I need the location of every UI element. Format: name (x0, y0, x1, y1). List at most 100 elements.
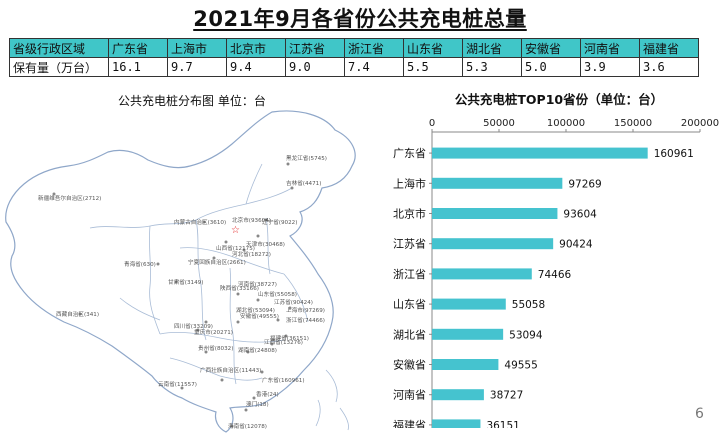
data-label: 49555 (504, 360, 537, 372)
map-label: 重庆市(20271) (194, 328, 233, 336)
bar (432, 298, 506, 310)
map-label: 甘肃省(3149) (168, 278, 203, 286)
y-category-label: 山东省 (393, 298, 426, 311)
page-number: 6 (695, 406, 704, 422)
header-cell: 河南省 (580, 38, 640, 58)
data-label: 93604 (563, 209, 597, 221)
y-category-label: 河南省 (393, 389, 426, 402)
y-category-label: 浙江省 (393, 268, 426, 281)
bar (432, 359, 499, 370)
y-category-label: 湖北省 (393, 328, 426, 341)
value-cell: 16.1 (108, 57, 168, 77)
map-label: 安徽省(49555) (240, 312, 279, 320)
map-label: 贵州省(8032) (198, 344, 233, 352)
data-label: 53094 (509, 329, 543, 341)
y-category-label: 上海市 (393, 176, 426, 190)
chart-title: 公共充电桩TOP10省份（单位：台） (455, 92, 663, 107)
map-label: 吉林省(4471) (286, 179, 321, 187)
data-label: 97269 (568, 178, 601, 190)
top10-bar-chart: 公共充电桩TOP10省份（单位：台） 0 50000 100000 150000 200… (393, 92, 719, 428)
bar (432, 389, 484, 401)
data-label: 38727 (490, 390, 523, 402)
value-cell: 5.3 (462, 57, 522, 77)
map-label: 云南省(11557) (158, 380, 197, 388)
map-label: 黑龙江省(5745) (286, 154, 327, 162)
map-label: 广东省(160961) (262, 376, 305, 384)
map-label: 河北省(18272) (232, 250, 271, 258)
value-cell: 3.9 (580, 57, 640, 77)
map-label: 陕西省(33166) (220, 284, 259, 292)
header-cell: 江苏省 (285, 38, 345, 58)
china-map: ☆ 黑龙江省(5745) 吉林省(4471) 新疆维吾尔自治区(2712) 内蒙古自治… (5, 110, 356, 433)
y-category-label: 江苏省 (393, 238, 426, 251)
map-label: 四川省(33209) (174, 322, 213, 330)
bar (432, 177, 563, 189)
value-cell: 9.7 (167, 57, 227, 77)
x-tick-label: 150000 (614, 118, 652, 129)
bar (432, 208, 558, 219)
x-tick-label: 200000 (681, 118, 719, 129)
map-label: 湖北省(53094) (236, 306, 275, 314)
bar (432, 328, 504, 340)
x-tick-label: 50000 (483, 118, 515, 129)
data-label: 36151 (486, 420, 519, 428)
header-cell: 福建省 (639, 38, 699, 58)
x-tick-label: 0 (429, 118, 435, 129)
map-label: 内蒙古自治区(3610) (174, 218, 226, 226)
map-label: 福建省(36151) (270, 334, 309, 342)
bar (432, 147, 648, 159)
map-label: 北京市(93604) (232, 216, 271, 224)
map-label: 河南省(38727) (238, 280, 277, 288)
data-label: 90424 (559, 239, 593, 251)
map-title: 公共充电桩分布图 单位：台 (118, 94, 266, 108)
data-label: 55058 (512, 299, 545, 311)
map-label: 宁夏回族自治区(2661) (188, 258, 246, 266)
header-cell: 浙江省 (344, 38, 404, 58)
header-cell: 广东省 (108, 38, 168, 58)
y-category-label: 福建省 (393, 418, 426, 428)
map-label: 广西壮族自治区(11443) (200, 366, 261, 374)
map-label: 澳门(18) (246, 400, 269, 408)
x-tick-label: 100000 (547, 118, 585, 129)
y-category-label: 广东省 (393, 147, 426, 160)
value-cell: 9.0 (285, 57, 345, 77)
map-label: 江苏省(90424) (274, 298, 313, 306)
map-label: 浙江省(74466) (286, 316, 325, 324)
value-cell: 5.0 (521, 57, 581, 77)
bar (432, 419, 481, 428)
header-cell: 湖北省 (462, 38, 522, 58)
map-label: 上海市(97269) (286, 306, 325, 314)
page-title: 2021年9月各省份公共充电桩总量 (193, 7, 527, 31)
header-cell: 山东省 (403, 38, 463, 58)
value-cell: 3.6 (639, 57, 699, 77)
map-label: 山东省(55058) (258, 290, 297, 298)
data-label: 74466 (538, 269, 572, 281)
summary-header-row: 省级行政区域 广东省 上海市 北京市 江苏省 浙江省 山东省 湖北省 安徽省 河… (9, 38, 699, 58)
map-label: 辽宁省(9022) (262, 218, 297, 226)
map-label: 新疆维吾尔自治区(2712) (38, 194, 101, 202)
value-cell: 7.4 (344, 57, 404, 77)
y-category-label: 安徽省 (393, 358, 426, 372)
header-cell: 省级行政区域 (9, 38, 109, 58)
map-outline (5, 110, 356, 433)
map-label: 西藏自治区(341) (56, 310, 99, 318)
header-cell: 上海市 (167, 38, 227, 58)
data-label: 160961 (654, 148, 694, 160)
map-label-group: 黑龙江省(5745) 吉林省(4471) 新疆维吾尔自治区(2712) 内蒙古自治区(… (38, 154, 327, 430)
summary-value-row: 保有量（万台） 16.1 9.7 9.4 9.0 7.4 5.5 5.3 5.0… (9, 57, 699, 77)
beijing-star-icon: ☆ (231, 225, 240, 236)
bar (432, 268, 532, 280)
value-cell: 9.4 (226, 57, 286, 77)
map-label: 青海省(630) (124, 260, 156, 268)
province-borders (89, 163, 309, 385)
y-category-label: 北京市 (393, 207, 426, 221)
map-label: 山西省(12175) (216, 244, 255, 252)
chart-marks: 广东省 160961 上海市 97269 北京市 93604 江苏省 90424 浙江省 7446… (393, 147, 694, 428)
value-cell: 5.5 (403, 57, 463, 77)
map-label: 海南省(12078) (228, 422, 267, 430)
header-cell: 北京市 (226, 38, 286, 58)
header-cell: 安徽省 (521, 38, 581, 58)
map-label: 江西省(13276) (264, 338, 303, 346)
bar (432, 238, 554, 250)
city-dots (52, 162, 294, 428)
